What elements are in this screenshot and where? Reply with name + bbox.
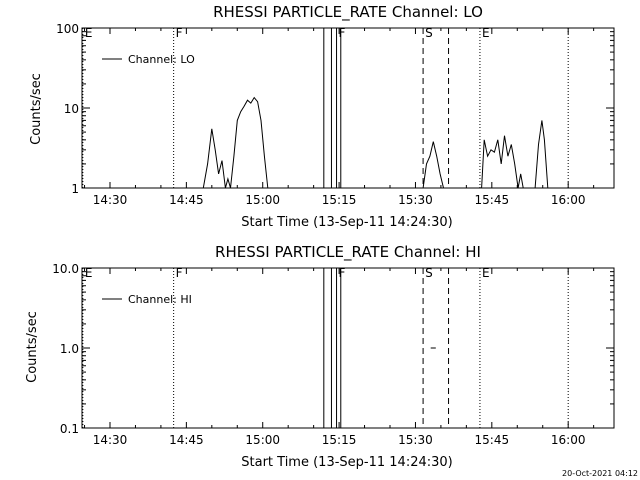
event-marker-label: E (85, 266, 93, 280)
y-axis-label: Counts/sec (25, 311, 40, 383)
x-tick-label: 15:45 (475, 433, 510, 447)
event-marker-label: F (339, 266, 346, 280)
event-marker-label: E (482, 26, 490, 40)
x-axis-label: Start Time (13-Sep-11 14:24:30) (241, 455, 452, 470)
y-tick-label: 100 (56, 22, 79, 36)
lo-channel-chart: RHESSI PARTICLE_RATE Channel: LO Counts/… (29, 3, 615, 230)
x-tick-label: 14:45 (169, 433, 204, 447)
chart-title: RHESSI PARTICLE_RATE Channel: LO (213, 3, 483, 22)
x-tick-label: 14:45 (169, 193, 204, 207)
series-line (481, 120, 549, 189)
series-line (202, 96, 269, 189)
y-axis-label: Counts/sec (29, 73, 44, 145)
legend-label: Channel: HI (128, 293, 192, 306)
x-tick-label: 15:15 (322, 433, 357, 447)
y-tick-label: 1.0 (60, 342, 79, 356)
x-tick-label: 15:30 (398, 433, 433, 447)
x-tick-label: 16:00 (551, 193, 586, 207)
x-tick-label: 14:30 (93, 193, 128, 207)
event-marker-label: F (176, 266, 183, 280)
x-tick-label: 15:45 (475, 193, 510, 207)
x-tick-label: 15:00 (245, 193, 280, 207)
x-axis-label: Start Time (13-Sep-11 14:24:30) (241, 215, 452, 230)
series-line (422, 141, 444, 189)
event-marker-label: S (425, 266, 433, 280)
x-tick-label: 16:00 (551, 433, 586, 447)
x-tick-label: 14:30 (93, 433, 128, 447)
event-marker-label: S (425, 26, 433, 40)
legend-label: Channel: LO (128, 53, 195, 66)
event-marker-label: F (339, 26, 346, 40)
x-tick-label: 15:15 (322, 193, 357, 207)
event-marker-label: E (482, 266, 490, 280)
y-tick-label: 10 (64, 102, 79, 116)
hi-channel-chart: RHESSI PARTICLE_RATE Channel: HI Counts/… (25, 243, 615, 470)
event-marker-label: F (176, 26, 183, 40)
timestamp: 20-Oct-2021 04:12 (562, 469, 638, 478)
x-tick-label: 15:30 (398, 193, 433, 207)
x-tick-label: 15:00 (245, 433, 280, 447)
y-tick-label: 1 (71, 182, 79, 196)
y-tick-label: 10.0 (52, 262, 79, 276)
y-tick-label: 0.1 (60, 422, 79, 436)
chart-title: RHESSI PARTICLE_RATE Channel: HI (215, 243, 481, 262)
event-marker-label: E (85, 26, 93, 40)
